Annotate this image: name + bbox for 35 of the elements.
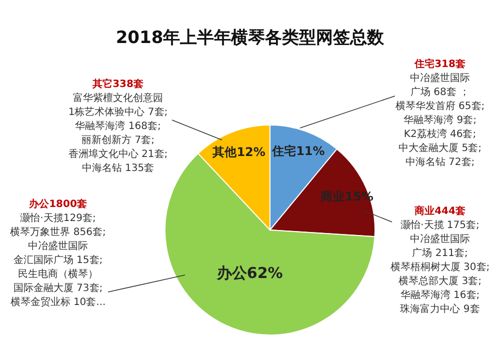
text: 横琴万象世界 856套; xyxy=(9,226,107,240)
text: 横琴梧桐树大厦 30套; xyxy=(389,261,491,275)
text: 商业444套 xyxy=(414,205,466,219)
text: 灏怡·天揽 175套; xyxy=(400,219,480,233)
text: 华融琴海湾 9套; xyxy=(402,114,478,128)
text: 中冶盛世国际 xyxy=(27,240,89,254)
text: 住宅318套 xyxy=(413,58,466,72)
text: 中冶盛世国际 xyxy=(409,233,471,247)
text: 广场 211套; xyxy=(411,247,469,261)
text: 中海名钻 135套 xyxy=(80,162,156,176)
text: 香洲埠文化中心 21套; xyxy=(67,148,169,162)
text: 灏怡·天揽129套; xyxy=(19,212,97,226)
text: 民生电商（横琴） xyxy=(17,268,99,282)
chart-title: 2018年上半年横琴各类型网签总数 xyxy=(114,27,386,49)
text: 横琴金贸业标 10套... xyxy=(9,296,107,310)
text: K2荔枝湾 46套; xyxy=(402,128,478,142)
text: 华融琴海湾 16套; xyxy=(399,289,481,303)
text: 富华紫檀文化创意园 xyxy=(72,92,164,106)
text: 其它338套 xyxy=(92,78,144,92)
text: 金汇国际广场 15套; xyxy=(12,254,104,268)
text: 1栋艺术体验中心 7套; xyxy=(67,106,169,120)
slice-label: 办公62% xyxy=(216,264,283,282)
slice-label: 住宅11% xyxy=(271,144,325,158)
text: 中海名钻 72套; xyxy=(404,156,476,170)
text: 华融琴海湾 168套; xyxy=(74,120,162,134)
text: 中冶盛世国际 xyxy=(409,72,471,86)
text: 中大金融大厦 5套; xyxy=(398,142,482,156)
slice-label: 其他12% xyxy=(212,144,266,159)
text: 广场 68套 ； xyxy=(409,86,471,100)
text: 横琴总部大厦 3套; xyxy=(398,275,482,289)
text: 丽新创新方 7套; xyxy=(80,134,156,148)
text: 横琴华发首府 65套; xyxy=(394,100,486,114)
text: 办公1800套 xyxy=(28,198,88,212)
text: 国际金融大厦 73套; xyxy=(12,282,104,296)
text: 珠海富力中心 9套 xyxy=(399,303,481,317)
